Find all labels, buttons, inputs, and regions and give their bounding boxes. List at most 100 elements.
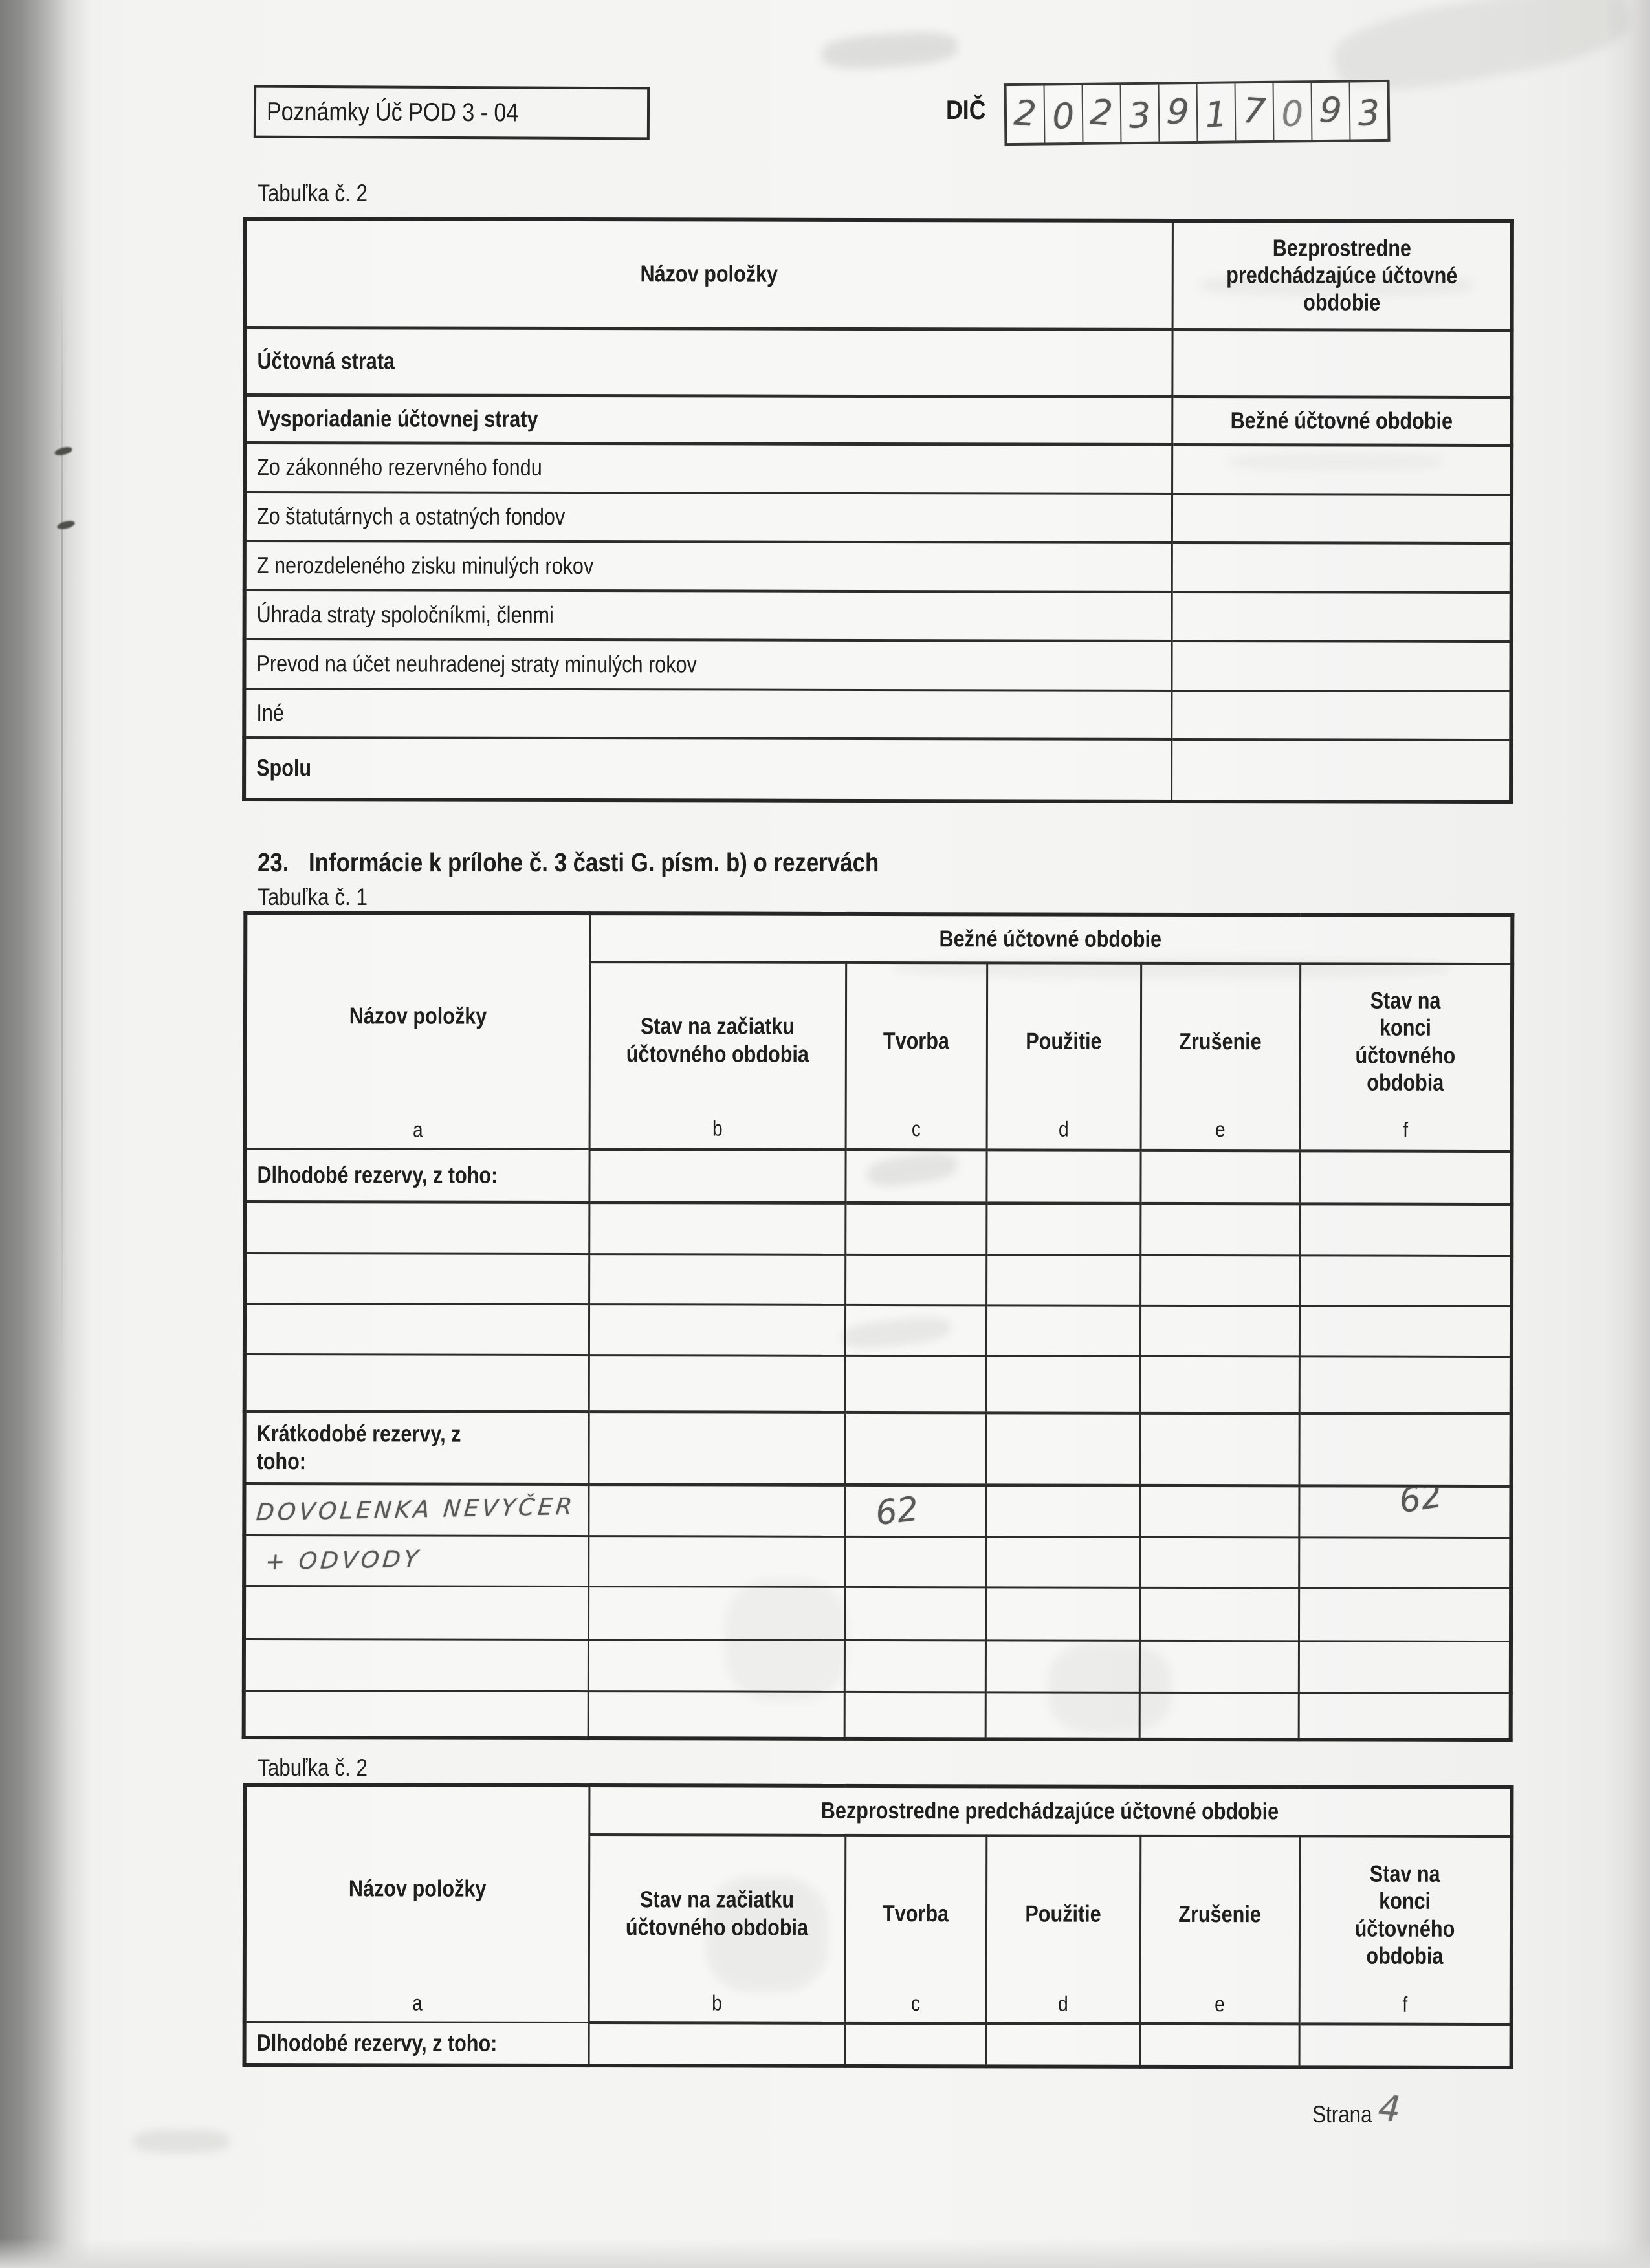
table-row: Iné: [244, 688, 1512, 741]
table-row: Účtovná strata: [245, 327, 1512, 398]
column-letter: e: [1215, 1117, 1226, 1142]
value-cell: [1171, 493, 1512, 544]
bleedthrough-smudge: [705, 1876, 828, 1992]
handwritten-value: 62: [873, 1490, 921, 1534]
row-label-cell: DOVOLENKA NEVYČER: [244, 1483, 589, 1536]
data-cell: [589, 1254, 846, 1305]
dic-digit-cell: 2: [1083, 85, 1122, 142]
column-letter: f: [1402, 1992, 1407, 2016]
data-cell: [588, 1691, 844, 1739]
data-cell: [1139, 1485, 1299, 1538]
data-cell: [588, 1304, 846, 1356]
data-cell: [1139, 1305, 1300, 1357]
column-letter: d: [1058, 1117, 1069, 1142]
row-label-cell: Dlhodobé rezervy, z toho:: [244, 2022, 589, 2066]
dic-digit: 7: [1242, 89, 1268, 132]
table-row: Dlhodobé rezervy, z toho:: [244, 2022, 1512, 2067]
bleedthrough-smudge: [1048, 1643, 1171, 1734]
data-cell: 62: [1299, 1485, 1512, 1538]
column-header: Zrušenie e: [1140, 963, 1301, 1151]
row-label-cell: Spolu: [244, 737, 1172, 801]
data-cell: [985, 1536, 1140, 1588]
dic-digit: 3: [1356, 91, 1381, 134]
section-number: 23.: [258, 847, 289, 877]
value-cell: Bežné účtovné obdobie: [1172, 396, 1512, 446]
column-header: Tvorba c: [845, 962, 987, 1150]
scan-edge-bottom: [0, 2238, 1650, 2268]
data-cell: 62: [844, 1485, 986, 1537]
data-cell: [588, 1412, 845, 1485]
row-label-cell: [243, 1639, 588, 1692]
table-row: Zo štatutárnych a ostatných fondov: [244, 491, 1512, 544]
dic-digit: 9: [1165, 90, 1191, 133]
data-cell: [1298, 1692, 1511, 1740]
header-row: Názov položky a Bezprostredne predchádza…: [244, 1784, 1512, 2023]
data-cell: [844, 1692, 985, 1739]
column-letter: c: [911, 1117, 921, 1141]
data-cell: [1139, 1413, 1299, 1486]
data-cell: [1298, 1641, 1512, 1694]
row-label-cell: Účtovná strata: [245, 327, 1172, 397]
data-cell: [845, 1254, 987, 1305]
header-row: Názov položky Bezprostredne predchádzajú…: [245, 218, 1512, 331]
column-header: Stav na začiatku účtovného obdobia b: [588, 1835, 846, 2023]
reserves-previous-table: Názov položky a Bezprostredne predchádza…: [242, 1782, 1514, 2069]
value-cell: [1172, 444, 1512, 495]
data-cell: [1299, 1255, 1512, 1307]
row-label-cell: [245, 1201, 589, 1254]
column-header-name: Názov položky a: [244, 1784, 589, 2023]
data-cell: [1140, 1150, 1300, 1204]
dic-digit: 3: [1127, 94, 1152, 136]
period-header: Bezprostredne predchádzajúce účtovné obd…: [589, 1785, 1512, 1837]
column-header: Stav na začiatku účtovného obdobia b: [589, 961, 846, 1150]
bleedthrough-smudge: [725, 1578, 848, 1701]
table-caption: Tabuľka č. 2: [258, 180, 368, 206]
bleedthrough-smudge: [1201, 274, 1473, 296]
row-label-cell: Dlhodobé rezervy, z toho:: [245, 1148, 589, 1203]
handwritten-entry: + ODVODY: [264, 1545, 423, 1576]
table-row: Dlhodobé rezervy, z toho:: [245, 1148, 1512, 1205]
data-cell: [1139, 2023, 1299, 2067]
data-cell: [589, 1149, 846, 1203]
data-cell: [588, 2022, 845, 2066]
table-caption: Tabuľka č. 1: [258, 884, 368, 910]
paper-crease: [61, 272, 63, 1371]
column-header: Použitie d: [986, 963, 1141, 1151]
value-cell: [1171, 640, 1512, 692]
data-cell: [844, 1587, 986, 1641]
value-cell: [1171, 739, 1512, 803]
value-cell: [1171, 542, 1512, 593]
bleedthrough-smudge: [1229, 453, 1443, 471]
bleedthrough-smudge: [893, 959, 1449, 978]
table-row: Z nerozdeleného zisku minulých rokov: [244, 540, 1512, 593]
data-cell: [844, 1355, 986, 1413]
data-cell: [844, 2023, 986, 2066]
row-label-cell: Zo štatutárnych a ostatných fondov: [244, 491, 1172, 543]
data-cell: [1298, 1587, 1512, 1642]
row-label-cell: [243, 1586, 589, 1640]
data-cell: [985, 2023, 1140, 2067]
dic-digit-cell: 1: [1197, 83, 1237, 141]
dic-digit: 0: [1280, 92, 1305, 135]
header-row: Názov položky a Bežné účtovné obdobie: [245, 912, 1513, 1150]
page-number-value: 4: [1376, 2087, 1402, 2130]
data-cell: [1140, 1203, 1300, 1256]
scan-edge-left: [0, 0, 91, 2268]
row-label-cell: [244, 1303, 589, 1355]
column-header-name: Názov položky: [245, 218, 1172, 329]
data-cell: [1139, 1641, 1299, 1693]
section-heading: 23. Informácie k prílohe č. 3 časti G. pí…: [258, 847, 980, 878]
value-cell: [1171, 690, 1512, 741]
dic-digit: 2: [1089, 91, 1115, 134]
column-header-name: Názov položky a: [245, 912, 590, 1150]
data-cell: [844, 1412, 986, 1485]
period-header: Bežné účtovné obdobie: [589, 913, 1513, 964]
data-cell: [844, 1305, 987, 1356]
table-row: Krátkodobé rezervy, z toho:: [244, 1411, 1512, 1487]
column-header-period: Bezprostredne predchádzajúce účtovné obd…: [1172, 220, 1512, 331]
dic-digit-cell: 3: [1350, 82, 1388, 140]
scan-edge-right: [1605, 0, 1650, 2268]
data-cell: [985, 1305, 1141, 1357]
data-cell: [588, 1586, 845, 1641]
